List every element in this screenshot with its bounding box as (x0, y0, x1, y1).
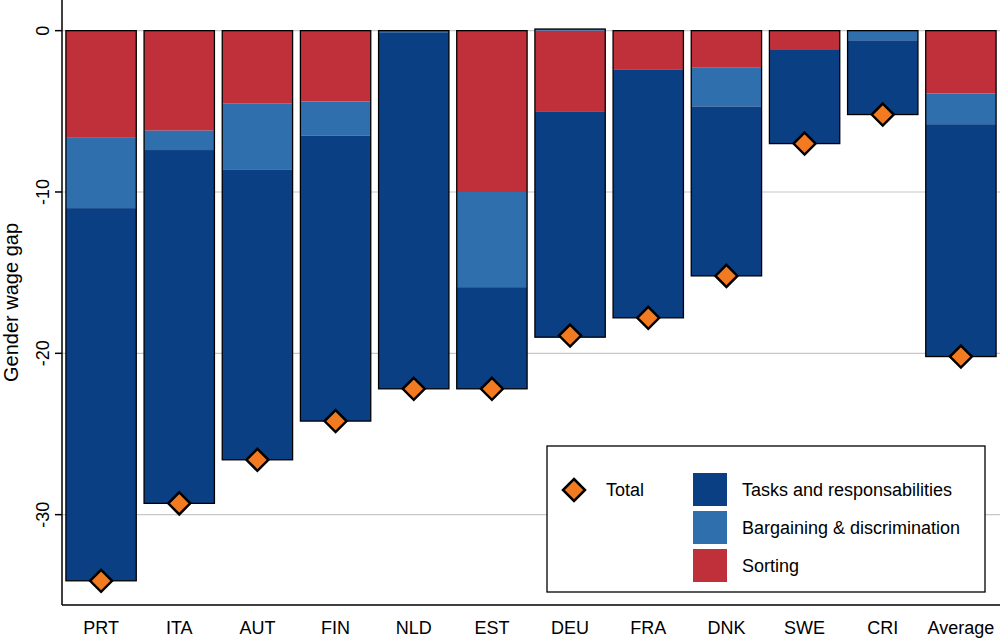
legend-label: Tasks and responsabilities (742, 480, 952, 500)
bar-segment (769, 31, 839, 50)
total-marker (872, 104, 894, 126)
bar-outline (144, 31, 214, 504)
y-tick-label: -30 (33, 502, 53, 528)
x-tick-label: DNK (707, 618, 745, 638)
total-marker (168, 492, 190, 514)
y-tick-label: -20 (33, 340, 53, 366)
bar-outline (535, 29, 605, 337)
total-marker (559, 325, 581, 347)
x-tick-label: PRT (83, 618, 119, 638)
chart: -30 -20 -10 0 PRT ITA AUT FIN NLD EST DEU FRA DNK SWE… (0, 0, 1000, 638)
bar-segment (457, 192, 527, 287)
bar-segment (457, 31, 527, 192)
x-tick-label: FIN (321, 618, 350, 638)
x-tick-label: NLD (396, 618, 432, 638)
y-axis-label: Gender wage gap (0, 223, 22, 382)
bar-outline (926, 31, 996, 357)
bar-segment (535, 31, 605, 112)
bar-segment (222, 31, 292, 104)
bar-segment (535, 111, 605, 337)
bar-segment (691, 68, 761, 107)
total-marker (715, 265, 737, 287)
legend-swatch (693, 549, 727, 582)
y-tick (55, 30, 62, 32)
bar-outline (66, 31, 136, 581)
bar-segment (300, 31, 370, 102)
bar-segment (926, 31, 996, 94)
bar-segment (66, 31, 136, 137)
total-marker (950, 346, 972, 368)
legend-label: Total (606, 480, 644, 500)
legend-marker (563, 479, 585, 501)
legend-swatch (693, 511, 727, 544)
bar-segment (691, 31, 761, 68)
y-tick-label: 0 (33, 26, 53, 36)
total-marker (90, 570, 112, 592)
bar-outline (691, 31, 761, 276)
total-marker (481, 378, 503, 400)
bar-segment (848, 31, 918, 41)
x-tick-label: EST (474, 618, 509, 638)
bar-segment (300, 102, 370, 136)
total-marker (794, 133, 816, 155)
bar-segment (144, 31, 214, 131)
bar-outline (379, 31, 449, 389)
total-marker (325, 410, 347, 432)
y-tick (55, 514, 62, 516)
bar-segment (613, 31, 683, 70)
total-marker (403, 378, 425, 400)
bar-segment (769, 50, 839, 144)
legend: Total Tasks and responsabilities Bargainin… (547, 446, 985, 592)
bar-segment (144, 150, 214, 503)
bar-segment (144, 131, 214, 150)
bar-segment (222, 103, 292, 169)
bar-segment (457, 287, 527, 389)
y-tick (55, 191, 62, 193)
bar-segment (613, 69, 683, 317)
bar-outline (613, 31, 683, 318)
y-tick-label: -10 (33, 179, 53, 205)
bar-segment (222, 169, 292, 459)
x-tick-label: SWE (784, 618, 825, 638)
bar-segment (926, 94, 996, 125)
x-tick-label: CRI (867, 618, 898, 638)
bar-outline (300, 31, 370, 421)
legend-label: Sorting (742, 556, 799, 576)
legend-box (547, 446, 985, 592)
x-tick-label: ITA (166, 618, 193, 638)
bars (66, 29, 996, 581)
x-axis-line (62, 604, 1000, 606)
total-marker (637, 307, 659, 329)
page: {"chart_data": {"type": "bar", "stacked"… (0, 0, 1000, 638)
bar-segment (66, 137, 136, 208)
legend-swatch (693, 473, 727, 506)
bar-segment (926, 124, 996, 356)
bar-segment (379, 32, 449, 389)
legend-label: Bargaining & discrimination (742, 518, 960, 538)
bar-segment (66, 208, 136, 581)
x-tick-label: AUT (239, 618, 275, 638)
x-tick-label: FRA (630, 618, 666, 638)
x-tick-label: DEU (551, 618, 589, 638)
bar-outline (222, 31, 292, 460)
bar-outline (457, 31, 527, 389)
total-marker (246, 449, 268, 471)
bar-segment (691, 106, 761, 275)
bar-outline (769, 31, 839, 144)
y-tick (55, 353, 62, 355)
x-tick-label: Average (928, 618, 995, 638)
bar-segment (300, 136, 370, 422)
markers (90, 104, 972, 592)
